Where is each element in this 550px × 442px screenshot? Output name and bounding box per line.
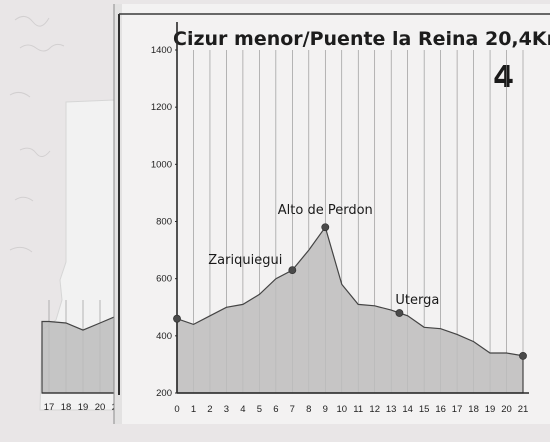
- x-tick-17: 17: [452, 404, 463, 415]
- x-tick-16: 16: [435, 404, 446, 415]
- x-tick-6: 6: [273, 404, 278, 415]
- x-tick-13: 13: [386, 404, 397, 415]
- left-x-tick-18: 18: [61, 402, 72, 413]
- marker-point-3: [173, 314, 181, 323]
- y-tick-600: 600: [156, 274, 172, 285]
- x-tick-15: 15: [419, 404, 430, 415]
- x-tick-18: 18: [468, 404, 479, 415]
- marker-zariquiegui: [288, 266, 297, 274]
- waypoint-markers: [173, 223, 527, 360]
- left-x-tick-19: 19: [78, 402, 89, 413]
- label-zariquiegui: Zariquiegui: [208, 253, 282, 268]
- x-tick-14: 14: [402, 404, 413, 415]
- waypoint-labels: Alto de Perdon Zariquiegui Uterga: [208, 203, 439, 308]
- x-tick-1: 1: [191, 404, 196, 415]
- x-tick-10: 10: [336, 404, 347, 415]
- label-alto-de-perdon: Alto de Perdon: [278, 203, 373, 218]
- left-x-tick-17: 17: [44, 402, 55, 413]
- left-x-tick-20: 20: [95, 402, 106, 413]
- x-tick-4: 4: [240, 404, 245, 415]
- y-tick-1000: 1000: [151, 159, 172, 170]
- y-tick-labels: 200 400 600 800 1000 1200 1400: [151, 45, 177, 399]
- stage-number: 4: [493, 60, 514, 95]
- elevation-area: [176, 225, 524, 394]
- x-tick-21: 21: [518, 404, 529, 415]
- label-uterga: Uterga: [395, 293, 439, 308]
- bleed-through-marks: [9, 16, 65, 253]
- marker-uterga: [395, 309, 404, 317]
- x-tick-11: 11: [353, 404, 363, 415]
- y-tick-200: 200: [156, 388, 172, 399]
- y-tick-1200: 1200: [151, 102, 172, 113]
- x-tick-19: 19: [485, 404, 496, 415]
- x-tick-20: 20: [501, 404, 512, 415]
- marker-point-4: [519, 351, 527, 360]
- x-tick-labels: 0 1 2 3 4 5 6 7 8 9 10 11 12 13 14 15 16 17 18 19 20 21: [174, 404, 528, 415]
- y-tick-800: 800: [156, 217, 172, 228]
- stage-4-clipping: Cizur menor/Puente la Reina 20,4Kms 4 20…: [113, 4, 550, 424]
- marker-alto-de-perdon: [321, 223, 330, 232]
- chart-title: Cizur menor/Puente la Reina 20,4Kms: [173, 28, 550, 50]
- x-tick-5: 5: [257, 404, 262, 415]
- x-tick-3: 3: [224, 404, 229, 415]
- x-tick-9: 9: [323, 404, 328, 415]
- x-tick-0: 0: [174, 404, 179, 415]
- x-tick-7: 7: [290, 404, 295, 415]
- x-tick-8: 8: [306, 404, 311, 415]
- y-tick-1400: 1400: [151, 45, 172, 56]
- x-tick-12: 12: [369, 404, 380, 415]
- y-tick-400: 400: [156, 331, 172, 342]
- x-tick-2: 2: [207, 404, 212, 415]
